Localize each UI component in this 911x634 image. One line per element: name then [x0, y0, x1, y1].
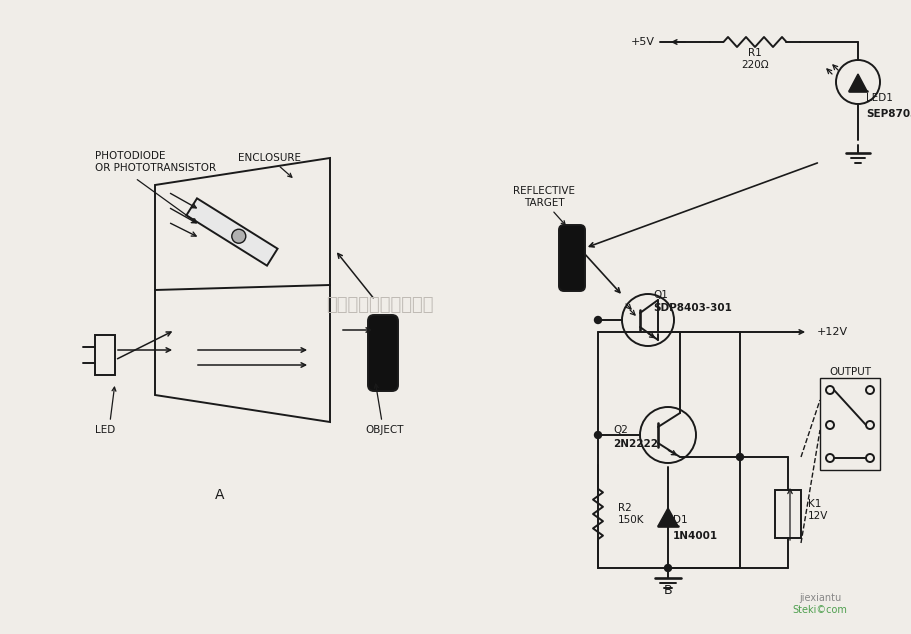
Text: B: B [663, 583, 671, 597]
Text: +12V: +12V [816, 327, 847, 337]
Circle shape [594, 316, 601, 323]
Text: Q1: Q1 [652, 290, 667, 300]
Text: LED: LED [95, 425, 115, 435]
Text: 2N2222: 2N2222 [612, 439, 657, 449]
Text: SEP8703-001: SEP8703-001 [865, 109, 911, 119]
Circle shape [736, 453, 742, 460]
Text: 杭州将睯科技有限公司: 杭州将睯科技有限公司 [326, 296, 434, 314]
Polygon shape [657, 508, 677, 526]
Circle shape [231, 230, 246, 243]
Polygon shape [186, 198, 277, 266]
Text: LED1: LED1 [865, 93, 892, 103]
Text: OBJECT: OBJECT [365, 425, 404, 435]
Text: A: A [215, 488, 224, 502]
Text: PHOTODIODE
OR PHOTOTRANSISTOR: PHOTODIODE OR PHOTOTRANSISTOR [95, 151, 216, 173]
Text: 1N4001: 1N4001 [672, 531, 717, 541]
Text: R2
150K: R2 150K [618, 503, 644, 525]
Text: Q2: Q2 [612, 425, 627, 435]
Text: SDP8403-301: SDP8403-301 [652, 303, 731, 313]
Polygon shape [848, 74, 866, 91]
Bar [95, 335, 115, 375]
Bar [819, 378, 879, 470]
Text: Steki©com: Steki©com [792, 605, 846, 615]
Text: +5V: +5V [630, 37, 654, 47]
Circle shape [664, 564, 670, 571]
FancyBboxPatch shape [368, 315, 397, 391]
Bar [774, 490, 800, 538]
Circle shape [594, 432, 601, 439]
Text: K1
12V: K1 12V [807, 499, 827, 521]
Text: jiexiantu: jiexiantu [798, 593, 840, 603]
Text: REFLECTIVE
TARGET: REFLECTIVE TARGET [512, 186, 574, 208]
Text: ENCLOSURE: ENCLOSURE [239, 153, 302, 163]
Text: R1
220Ω: R1 220Ω [741, 48, 768, 70]
Text: D1: D1 [672, 515, 687, 525]
FancyBboxPatch shape [558, 225, 584, 291]
Text: OUTPUT: OUTPUT [828, 367, 870, 377]
